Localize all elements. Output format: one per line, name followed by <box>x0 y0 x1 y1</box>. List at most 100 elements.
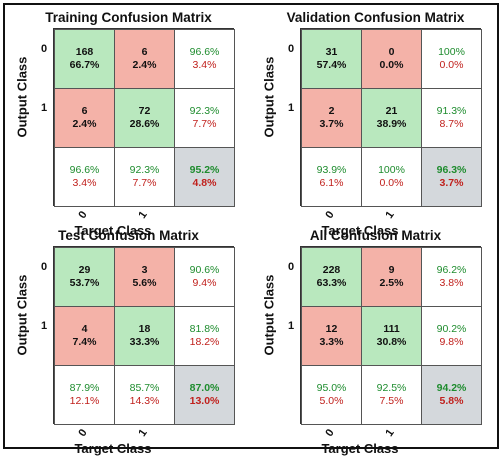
cell-count: 72 <box>138 105 151 117</box>
overall-accuracy: 96.3% <box>436 164 467 176</box>
cell-count: 3 <box>141 264 148 276</box>
cell-count: 9 <box>388 264 395 276</box>
row-summary-cell: 91.3% 8.7% <box>421 88 482 148</box>
summary-bad-percent: 7.5% <box>379 395 404 407</box>
misclassified-cell: 6 2.4% <box>114 29 175 89</box>
summary-good-percent: 87.9% <box>69 382 100 394</box>
row-tick-label: 0 <box>41 260 48 273</box>
cell-count: 18 <box>138 323 151 335</box>
summary-bad-percent: 3.4% <box>72 177 97 189</box>
cell-count: 12 <box>325 323 338 335</box>
confusion-matrix-panel: All Confusion Matrix 228 63.3% 9 2.5% 12 3.3% 1… <box>253 228 498 456</box>
cell-count: 228 <box>322 264 341 276</box>
cell-percent: 0.0% <box>379 59 404 71</box>
confusion-matrix-panel: Validation Confusion Matrix 31 57.4% 0 0.0% 2… <box>253 10 498 238</box>
column-tick-label: 0 <box>76 427 90 439</box>
cell-percent: 28.6% <box>129 118 160 130</box>
column-tick-label: 0 <box>76 209 90 221</box>
matrix-grid: 228 63.3% 9 2.5% 12 3.3% 111 30.8% 96.2% 3.8% 90.2… <box>300 246 482 425</box>
overall-accuracy-cell: 96.3% 3.7% <box>421 147 482 207</box>
correct-cell: 21 38.9% <box>361 88 422 148</box>
matrix-title: Validation Confusion Matrix <box>286 10 465 25</box>
cell-count: 0 <box>388 46 395 58</box>
row-tick-label: 0 <box>288 260 295 273</box>
summary-bad-percent: 9.8% <box>439 336 464 348</box>
overall-accuracy-cell: 87.0% 13.0% <box>174 365 235 425</box>
cell-percent: 53.7% <box>69 277 100 289</box>
cell-percent: 2.5% <box>379 277 404 289</box>
cell-count: 31 <box>325 46 338 58</box>
misclassified-cell: 9 2.5% <box>361 247 422 307</box>
cell-count: 6 <box>141 46 148 58</box>
summary-bad-percent: 9.4% <box>192 277 217 289</box>
row-tick-label: 1 <box>288 101 295 114</box>
cell-count: 168 <box>75 46 94 58</box>
cell-count: 6 <box>81 105 88 117</box>
summary-bad-percent: 3.4% <box>192 59 217 71</box>
summary-good-percent: 95.0% <box>316 382 347 394</box>
row-summary-cell: 90.6% 9.4% <box>174 247 235 307</box>
summary-good-percent: 92.3% <box>129 164 160 176</box>
summary-good-percent: 96.6% <box>189 46 220 58</box>
summary-bad-percent: 12.1% <box>69 395 100 407</box>
overall-error: 4.8% <box>192 177 217 189</box>
summary-good-percent: 81.8% <box>189 323 220 335</box>
column-summary-cell: 95.0% 5.0% <box>301 365 362 425</box>
misclassified-cell: 2 3.7% <box>301 88 362 148</box>
correct-cell: 72 28.6% <box>114 88 175 148</box>
summary-bad-percent: 8.7% <box>439 118 464 130</box>
matrix-title: All Confusion Matrix <box>309 228 442 243</box>
row-tick-label: 0 <box>41 42 48 55</box>
summary-bad-percent: 5.0% <box>319 395 344 407</box>
column-tick-label: 1 <box>136 427 150 439</box>
y-axis-label: Output Class <box>261 56 277 138</box>
matrix-title: Test Confusion Matrix <box>58 228 199 243</box>
summary-good-percent: 92.3% <box>189 105 220 117</box>
overall-error: 13.0% <box>189 395 220 407</box>
figure-frame <box>3 3 499 449</box>
y-axis-label: Output Class <box>261 274 277 356</box>
cell-count: 29 <box>78 264 91 276</box>
overall-accuracy: 94.2% <box>436 382 467 394</box>
x-axis-label: Target Class <box>74 441 152 456</box>
row-tick-label: 1 <box>41 319 48 332</box>
row-summary-cell: 100% 0.0% <box>421 29 482 89</box>
cell-percent: 63.3% <box>316 277 347 289</box>
row-summary-cell: 96.6% 3.4% <box>174 29 235 89</box>
matrix-grid: 168 66.7% 6 2.4% 6 2.4% 72 28.6% 96.6% 3.4% 92.3% 7… <box>53 28 235 207</box>
x-axis-label: Target Class <box>74 223 152 238</box>
cell-percent: 3.3% <box>319 336 344 348</box>
matrix-grid: 31 57.4% 0 0.0% 2 3.7% 21 38.9% 100% 0.0% 91.3% 8.7… <box>300 28 482 207</box>
correct-cell: 111 30.8% <box>361 306 422 366</box>
overall-accuracy-cell: 94.2% 5.8% <box>421 365 482 425</box>
column-tick-label: 1 <box>383 209 397 221</box>
overall-accuracy-cell: 95.2% 4.8% <box>174 147 235 207</box>
column-summary-cell: 87.9% 12.1% <box>54 365 115 425</box>
summary-bad-percent: 7.7% <box>132 177 157 189</box>
misclassified-cell: 6 2.4% <box>54 88 115 148</box>
column-tick-label: 1 <box>136 209 150 221</box>
cell-percent: 66.7% <box>69 59 100 71</box>
row-summary-cell: 92.3% 7.7% <box>174 88 235 148</box>
y-axis-label: Output Class <box>14 56 30 138</box>
column-tick-label: 0 <box>323 427 337 439</box>
cell-percent: 33.3% <box>129 336 160 348</box>
confusion-matrix-panel: Training Confusion Matrix 168 66.7% 6 2.4% 6 2… <box>6 10 251 238</box>
row-summary-cell: 81.8% 18.2% <box>174 306 235 366</box>
cell-count: 2 <box>328 105 335 117</box>
cell-percent: 2.4% <box>132 59 157 71</box>
correct-cell: 228 63.3% <box>301 247 362 307</box>
row-summary-cell: 90.2% 9.8% <box>421 306 482 366</box>
cell-percent: 30.8% <box>376 336 407 348</box>
correct-cell: 29 53.7% <box>54 247 115 307</box>
summary-bad-percent: 6.1% <box>319 177 344 189</box>
cell-percent: 5.6% <box>132 277 157 289</box>
summary-good-percent: 96.2% <box>436 264 467 276</box>
cell-percent: 7.4% <box>72 336 97 348</box>
summary-good-percent: 90.2% <box>436 323 467 335</box>
cell-percent: 2.4% <box>72 118 97 130</box>
summary-bad-percent: 0.0% <box>379 177 404 189</box>
misclassified-cell: 12 3.3% <box>301 306 362 366</box>
column-summary-cell: 85.7% 14.3% <box>114 365 175 425</box>
summary-bad-percent: 7.7% <box>192 118 217 130</box>
